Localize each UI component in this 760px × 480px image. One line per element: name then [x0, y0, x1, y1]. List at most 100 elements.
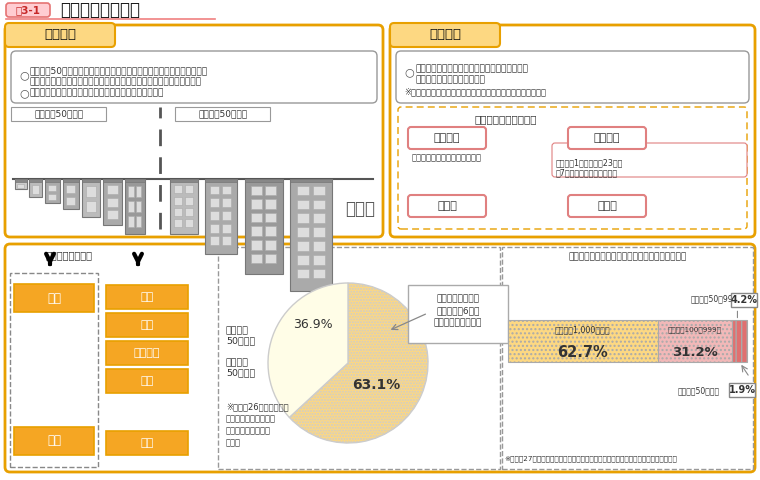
Bar	[103, 179, 122, 225]
Bar	[66, 185, 75, 193]
Text: て集計: て集計	[226, 439, 241, 447]
Bar	[296, 255, 309, 264]
Bar	[106, 185, 118, 194]
FancyBboxPatch shape	[552, 143, 747, 177]
Bar	[265, 213, 277, 222]
Text: 課長: 課長	[47, 291, 61, 304]
Bar	[251, 227, 262, 236]
Bar	[48, 185, 56, 191]
Bar	[312, 186, 325, 195]
Text: ・・・: ・・・	[345, 200, 375, 218]
Bar	[218, 247, 500, 469]
Text: 課長: 課長	[141, 320, 154, 330]
Bar	[312, 200, 325, 209]
Text: 36.9%: 36.9%	[293, 319, 333, 332]
FancyBboxPatch shape	[390, 25, 755, 237]
Bar	[251, 253, 262, 263]
Bar	[729, 384, 755, 397]
Text: ※　平成27年度の総合職試験及び一般職試験（大卒）の内定者を対象〔人事院調査〕: ※ 平成27年度の総合職試験及び一般職試験（大卒）の内定者を対象〔人事院調査〕	[504, 456, 677, 462]
Text: 民営事業所全体の: 民営事業所全体の	[436, 295, 480, 303]
Bar	[63, 179, 79, 209]
Bar	[265, 253, 277, 263]
Bar	[312, 214, 325, 223]
Bar	[296, 269, 309, 278]
Bar	[185, 197, 193, 204]
Bar	[106, 341, 188, 365]
Text: ○: ○	[404, 67, 413, 77]
Text: 民間給与との比較: 民間給与との比較	[60, 1, 140, 19]
Text: ～7級地、地域手当非支給地: ～7級地、地域手当非支給地	[556, 168, 618, 178]
Text: 1.9%: 1.9%	[729, 385, 755, 396]
Bar	[222, 236, 231, 245]
Bar	[48, 193, 56, 200]
FancyBboxPatch shape	[5, 23, 115, 47]
Bar	[296, 186, 309, 195]
Bar	[205, 179, 237, 182]
Bar	[222, 224, 231, 232]
Bar	[106, 198, 118, 207]
Bar	[508, 321, 658, 362]
Bar	[86, 201, 96, 212]
Text: ※　国家公務員の人員数のウエイトを用いたラスパイレス比較: ※ 国家公務員の人員数のウエイトを用いたラスパイレス比較	[404, 87, 546, 96]
Text: （役職段階の例）: （役職段階の例）	[46, 250, 93, 260]
Bar	[265, 227, 277, 236]
Bar	[82, 179, 100, 182]
Bar	[312, 269, 325, 278]
Bar	[15, 179, 27, 182]
Text: を基に人事院におい: を基に人事院におい	[226, 427, 271, 435]
Text: ○: ○	[19, 70, 29, 80]
Bar	[222, 198, 231, 207]
Bar	[29, 179, 42, 182]
Text: 企業規模50人未満: 企業規模50人未満	[34, 109, 84, 119]
Bar	[251, 213, 262, 222]
Bar	[210, 186, 219, 194]
Text: 企業規模: 企業規模	[226, 359, 249, 368]
Bar	[222, 186, 231, 194]
Text: 企業規模: 企業規模	[226, 326, 249, 336]
Bar	[658, 321, 733, 362]
Bar	[210, 224, 219, 232]
Bar	[11, 107, 106, 121]
Text: 50人以上: 50人以上	[226, 369, 255, 377]
Bar	[210, 211, 219, 220]
FancyBboxPatch shape	[568, 195, 646, 217]
Bar	[296, 241, 309, 251]
Text: 年　齢: 年 齢	[437, 201, 457, 211]
Bar	[290, 179, 332, 182]
Text: ○: ○	[19, 88, 29, 98]
Text: （部長、課長、係長、係員等）: （部長、課長、係長、係員等）	[412, 154, 482, 163]
Bar	[32, 185, 39, 194]
Bar	[66, 197, 75, 205]
Bar	[136, 186, 141, 197]
Text: 31.2%: 31.2%	[673, 346, 718, 359]
Text: 調査対象: 調査対象	[44, 28, 76, 41]
Text: 企業規模1,000人以上: 企業規模1,000人以上	[555, 325, 611, 334]
Bar	[175, 185, 182, 193]
Bar	[106, 285, 188, 309]
Bar	[128, 201, 134, 212]
Bar	[14, 284, 94, 312]
Bar	[185, 185, 193, 193]
Bar	[245, 179, 283, 182]
Bar	[128, 186, 134, 197]
Text: 民間給与との比較は、主な給与決定要素を同じ: 民間給与との比較は、主な給与決定要素を同じ	[415, 64, 528, 73]
Bar	[265, 199, 277, 209]
Bar	[86, 186, 96, 197]
Text: 企業規模50～99人: 企業規模50～99人	[691, 294, 738, 303]
Bar	[106, 210, 118, 219]
Bar	[136, 216, 141, 227]
Text: 長等の役職段階があることから、同種・同等の者同士による比較が可能: 長等の役職段階があることから、同種・同等の者同士による比較が可能	[29, 77, 201, 86]
Bar	[205, 179, 237, 254]
Bar	[175, 107, 270, 121]
Text: 勤務地域: 勤務地域	[594, 133, 620, 143]
Bar	[175, 208, 182, 216]
FancyBboxPatch shape	[390, 23, 500, 47]
Bar	[312, 227, 325, 237]
Text: 地域手当1級地（東京23区）: 地域手当1級地（東京23区）	[556, 158, 623, 168]
Bar	[210, 198, 219, 207]
Bar	[170, 179, 198, 182]
Text: 63.1%: 63.1%	[352, 378, 400, 392]
Text: 4.2%: 4.2%	[730, 295, 758, 305]
Bar	[106, 313, 188, 337]
Text: 企業規模50人未満: 企業規模50人未満	[678, 386, 720, 395]
